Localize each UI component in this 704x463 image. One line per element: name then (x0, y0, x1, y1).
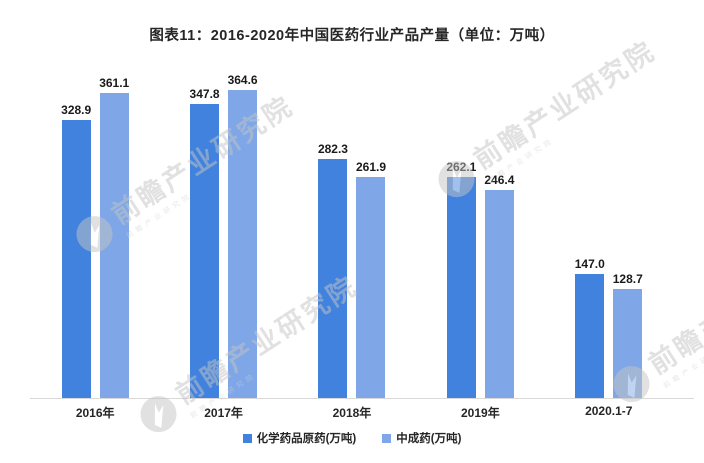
value-label: 282.3 (317, 142, 348, 156)
bar-column: 128.7 (613, 272, 643, 398)
bar-column: 328.9 (61, 103, 91, 398)
value-label: 361.1 (99, 76, 130, 90)
legend-item: 化学药品原药(万吨) (242, 430, 357, 446)
value-label: 364.6 (227, 73, 258, 87)
plot-area: 328.9 361.1 347.8 364.6 282.3 261.9 262.1 246.4… (31, 60, 673, 398)
legend-swatch-icon (242, 433, 252, 443)
bar-中成药(万吨)-2016年 (99, 93, 129, 398)
bar-group-2017年: 347.8 364.6 (190, 73, 258, 398)
bar-中成药(万吨)-2018年 (356, 177, 386, 398)
legend-swatch-icon (382, 433, 392, 443)
x-axis-labels: 2016年 2017年 2018年 2019年 2020.1-7 (31, 404, 673, 421)
bar-中成药(万吨)-2019年 (484, 190, 514, 398)
bar-column: 361.1 (99, 76, 129, 398)
bar-group-2020.1-7: 147.0 128.7 (575, 257, 643, 398)
bar-化学药品原药(万吨)-2017年 (190, 104, 220, 398)
legend: 化学药品原药(万吨) 中成药(万吨) (0, 430, 704, 446)
bar-化学药品原药(万吨)-2020.1-7 (575, 274, 605, 398)
x-axis-line (30, 398, 694, 399)
value-label: 147.0 (574, 257, 605, 271)
bar-中成药(万吨)-2017年 (228, 90, 258, 398)
value-label: 328.9 (61, 103, 92, 117)
x-axis-label-2017年: 2017年 (204, 406, 243, 420)
value-label: 128.7 (612, 272, 643, 286)
value-label: 262.1 (446, 160, 477, 174)
legend-label: 中成药(万吨) (396, 433, 462, 445)
bar-化学药品原药(万吨)-2019年 (446, 177, 476, 398)
bar-column: 262.1 (446, 160, 476, 398)
bar-column: 282.3 (318, 142, 348, 398)
x-axis-label-2020.1-7: 2020.1-7 (585, 404, 633, 418)
bar-group-2019年: 262.1 246.4 (446, 160, 514, 398)
x-axis-label-2016年: 2016年 (75, 406, 115, 420)
legend-item: 中成药(万吨) (382, 430, 461, 446)
bar-化学药品原药(万吨)-2016年 (61, 120, 91, 398)
x-axis-label-2019年: 2019年 (461, 406, 500, 420)
value-label: 246.4 (484, 173, 515, 187)
bar-化学药品原药(万吨)-2018年 (318, 159, 348, 398)
bar-group-2018年: 282.3 261.9 (318, 142, 386, 398)
bar-中成药(万吨)-2020.1-7 (613, 289, 643, 398)
bars-row: 328.9 361.1 347.8 364.6 282.3 261.9 262.1 246.4… (31, 60, 673, 398)
value-label: 347.8 (189, 87, 220, 101)
legend-label: 化学药品原药(万吨) (256, 433, 357, 445)
chart-title: 图表11：2016-2020年中国医药行业产品产量（单位：万吨） (149, 28, 555, 44)
value-label: 261.9 (355, 160, 386, 174)
bar-group-2016年: 328.9 361.1 (61, 76, 129, 398)
bar-column: 147.0 (575, 257, 605, 398)
x-axis-label-2018年: 2018年 (332, 406, 372, 420)
bar-column: 246.4 (484, 173, 514, 398)
bar-column: 261.9 (356, 160, 386, 398)
bar-column: 347.8 (190, 87, 220, 398)
bar-column: 364.6 (228, 73, 258, 398)
